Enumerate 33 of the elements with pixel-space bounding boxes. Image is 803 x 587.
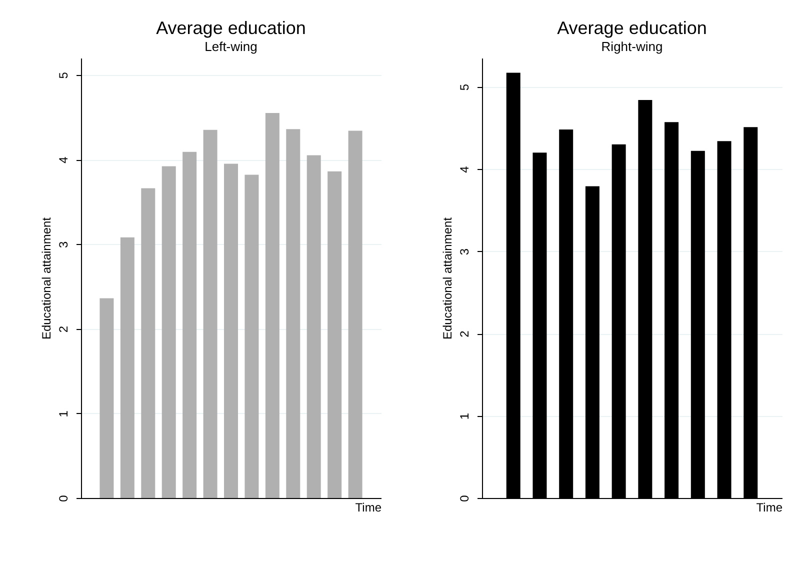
bar [224, 164, 238, 498]
bar [265, 113, 280, 498]
y-tick-label: 3 [458, 248, 472, 256]
bar [328, 171, 342, 498]
x-axis-title: Time [355, 500, 382, 514]
bar [100, 298, 114, 498]
y-tick-label: 1 [56, 410, 70, 418]
bar [182, 152, 197, 498]
y-tick-label: 5 [56, 72, 70, 79]
bar [306, 155, 321, 498]
bar [286, 129, 300, 498]
chart-subtitle: Left-wing [204, 39, 258, 54]
bar [162, 166, 176, 498]
y-tick-label: 4 [458, 166, 472, 173]
bar [141, 188, 156, 498]
y-tick-label: 5 [458, 84, 472, 91]
chart-title: Average education [156, 18, 306, 38]
y-tick-label: 1 [458, 412, 472, 420]
y-tick-label: 3 [56, 241, 70, 248]
y-tick-label: 0 [458, 494, 472, 502]
bar [348, 130, 362, 498]
y-tick-label: 2 [458, 330, 472, 338]
y-axis-title: Educational attainment [440, 216, 454, 340]
bar [244, 174, 259, 498]
x-axis-title: Time [756, 500, 783, 514]
y-tick-label: 0 [56, 494, 70, 502]
chart-title: Average education [557, 18, 707, 38]
bar [120, 237, 134, 498]
y-tick-label: 4 [56, 156, 70, 164]
y-axis-title: Educational attainment [40, 216, 54, 340]
chart-subtitle: Right-wing [601, 39, 663, 54]
bar [203, 130, 218, 498]
y-tick-label: 2 [56, 326, 70, 333]
